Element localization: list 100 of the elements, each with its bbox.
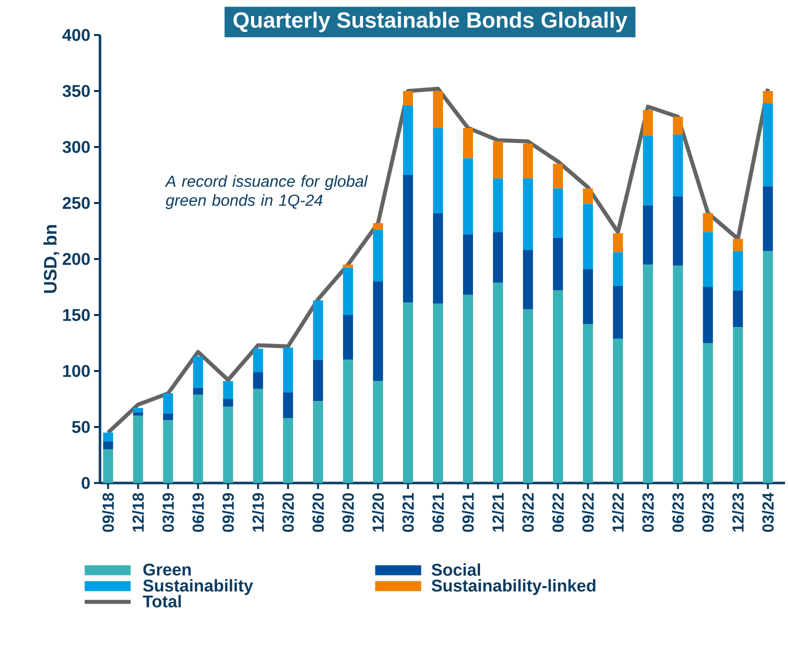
bar (373, 223, 384, 230)
bar (522, 250, 533, 310)
bar (103, 442, 114, 450)
bar (702, 342, 713, 483)
bar (642, 136, 653, 206)
x-tick-label: 06/21 (432, 492, 444, 532)
x-tick-label: 12/22 (612, 493, 624, 532)
bar (702, 213, 713, 232)
bar (253, 372, 264, 389)
bar (373, 281, 384, 382)
x-tick-label: 12/19 (252, 493, 264, 532)
bar (552, 188, 563, 238)
bar (283, 418, 294, 483)
bar (133, 408, 144, 412)
bar (732, 238, 743, 252)
bar (193, 394, 204, 483)
bar (462, 128, 473, 158)
bar (462, 158, 473, 234)
bar (223, 406, 234, 483)
bar (582, 324, 593, 483)
bar (373, 381, 384, 483)
x-tick-label: 12/21 (492, 492, 504, 532)
bar (433, 213, 444, 304)
x-tick-label: 09/19 (222, 493, 234, 532)
bar (462, 234, 473, 295)
bar (522, 309, 533, 483)
bar (103, 449, 114, 483)
bar (223, 398, 234, 407)
bar (313, 360, 324, 402)
bar (193, 356, 204, 388)
bar (582, 204, 593, 270)
bar (492, 178, 503, 232)
chart-title: Quarterly Sustainable Bonds Globally (233, 12, 628, 32)
bar (403, 302, 414, 483)
y-tick-label: 250 (62, 196, 90, 210)
bar (492, 232, 503, 283)
x-tick-label: 03/21 (402, 492, 414, 532)
bar (253, 348, 264, 372)
y-tick-label: 100 (63, 364, 90, 378)
bar (732, 327, 743, 483)
bar (672, 266, 683, 483)
bar (492, 282, 503, 483)
x-tick-label: 09/20 (342, 493, 354, 532)
bar (433, 128, 444, 214)
bar (552, 164, 563, 188)
bar (193, 388, 204, 395)
legend-label: Sustainability-linked (432, 579, 596, 596)
bar (103, 432, 114, 442)
bar (672, 134, 683, 196)
bar (642, 110, 653, 136)
bar (762, 90, 773, 104)
bar (133, 416, 144, 483)
bar (283, 392, 294, 418)
x-tick-label: 03/19 (162, 493, 174, 532)
bar (612, 286, 623, 339)
bar (612, 233, 623, 252)
legend-label: Sustainability (143, 579, 254, 596)
bar (313, 401, 324, 483)
x-tick-label: 06/23 (672, 493, 684, 532)
bar (433, 304, 444, 483)
bar (163, 420, 174, 483)
bar (283, 347, 294, 392)
bar (403, 90, 414, 106)
bar (732, 290, 743, 328)
bar (133, 412, 144, 416)
x-tick-label: 09/18 (102, 493, 114, 532)
bar (253, 388, 264, 483)
bar (762, 186, 773, 252)
y-tick-label: 400 (62, 28, 90, 42)
bar (612, 252, 623, 286)
bar (163, 393, 174, 414)
y-tick-label: 50 (72, 420, 90, 434)
bar (762, 103, 773, 186)
x-tick-label: 03/23 (642, 493, 654, 532)
x-tick-label: 12/18 (132, 493, 144, 532)
bar (522, 178, 533, 250)
x-tick-label: 03/20 (282, 493, 294, 532)
bar (343, 314, 354, 360)
bar (612, 338, 623, 483)
bar (732, 251, 743, 290)
bar (702, 286, 713, 343)
bar (433, 90, 444, 128)
bar (522, 144, 533, 178)
bar (373, 230, 384, 282)
legend-label: Green (143, 564, 191, 576)
bar (343, 268, 354, 315)
bar (343, 360, 354, 483)
bar (403, 106, 414, 175)
x-tick-label: 06/20 (312, 493, 324, 532)
y-tick-label: 150 (63, 308, 90, 322)
x-tick-label: 06/22 (552, 493, 564, 532)
x-tick-label: 12/23 (732, 493, 744, 532)
bar (462, 294, 473, 483)
bar (642, 264, 653, 483)
y-tick-label: 200 (62, 252, 90, 266)
x-tick-label: 03/22 (522, 493, 534, 532)
bar (642, 205, 653, 265)
x-tick-label: 03/24 (762, 492, 774, 532)
bar (223, 381, 234, 399)
bar (702, 232, 713, 287)
